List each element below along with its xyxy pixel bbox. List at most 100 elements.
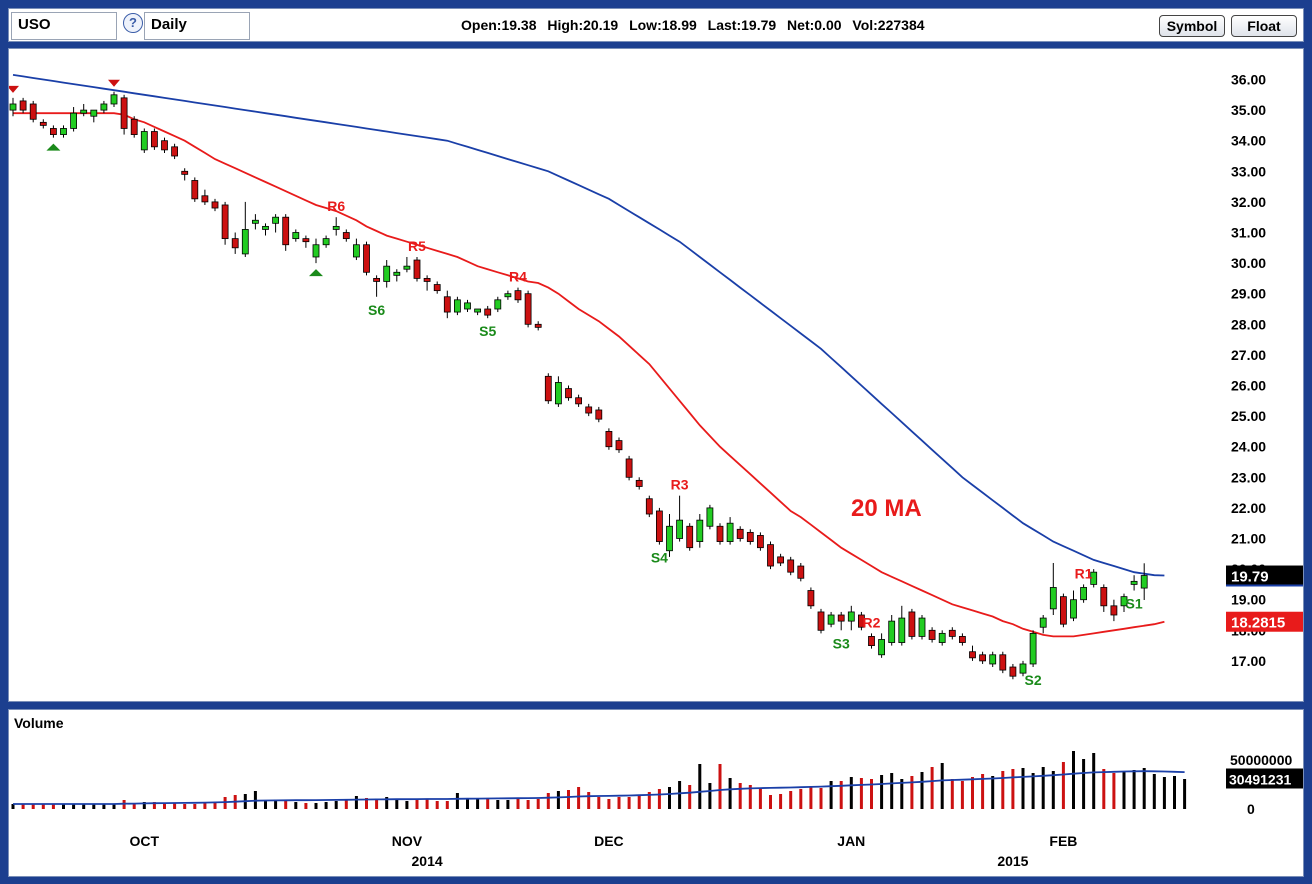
candle-body <box>938 632 946 643</box>
candle-body <box>140 131 148 151</box>
ma-price-label-bg <box>1226 611 1303 632</box>
volume-bar <box>375 799 379 809</box>
candle-body <box>676 519 683 539</box>
candle-body <box>959 636 966 643</box>
volume-bar <box>738 783 742 809</box>
volume-bar <box>264 801 267 809</box>
volume-bar <box>577 787 581 809</box>
volume-bar <box>981 774 985 809</box>
volume-bar <box>940 763 944 809</box>
volume-title: Volume <box>14 715 64 731</box>
volume-bar <box>880 775 884 809</box>
candle-body <box>827 614 835 625</box>
resistance-label: R3 <box>671 477 689 493</box>
volume-chart[interactable]: Volume 50000000 0 30491231 OCT NOV DEC JAN FEB 20… <box>9 710 1303 876</box>
price-tick-label: 25.00 <box>1231 408 1266 424</box>
candle-body <box>1140 575 1148 589</box>
symbol-input[interactable]: USO <box>11 12 117 40</box>
candle-body <box>858 614 865 628</box>
volume-bar <box>1021 768 1025 809</box>
candle-body <box>39 121 47 126</box>
candle-body <box>181 170 189 175</box>
pivot-low-arrow <box>46 143 61 151</box>
candle-body <box>837 614 845 622</box>
candle-body <box>423 277 431 282</box>
candle-body <box>464 302 471 310</box>
candle-body <box>161 140 168 151</box>
candle-body <box>403 265 411 270</box>
candle-body <box>373 277 381 282</box>
symbol-button[interactable]: Symbol <box>1159 15 1225 37</box>
candle-body <box>1080 587 1087 601</box>
resistance-label: R4 <box>509 269 527 285</box>
volume-bar <box>758 789 762 809</box>
volume-bar <box>971 777 974 809</box>
candle-body <box>1090 571 1098 585</box>
volume-bar <box>213 803 217 809</box>
open-value: Open:19.38 <box>461 17 537 33</box>
volume-bar <box>506 800 510 809</box>
candle-body <box>60 128 67 135</box>
pivot-high-arrow <box>9 85 19 93</box>
volume-panel[interactable]: Volume 50000000 0 30491231 OCT NOV DEC JAN FEB 20… <box>8 709 1304 877</box>
candle-body <box>50 128 57 135</box>
candle-body <box>433 284 441 292</box>
help-icon[interactable]: ? <box>123 13 143 33</box>
last-price-label-bg <box>1226 565 1303 586</box>
support-label: S1 <box>1126 596 1143 612</box>
candle-body <box>999 654 1007 671</box>
volume-bar <box>112 804 116 809</box>
candle-body <box>696 519 704 542</box>
volume-bar <box>1152 774 1156 809</box>
support-label: S6 <box>368 302 385 318</box>
period-select[interactable]: Daily <box>144 12 250 40</box>
volume-bar <box>1011 769 1015 809</box>
last-price-label: 19.79 <box>1231 569 1269 586</box>
volume-bar <box>1173 776 1176 809</box>
candle-body <box>221 204 229 240</box>
volume-bar <box>870 779 873 809</box>
volume-bar <box>769 795 772 809</box>
candle-body <box>989 654 997 665</box>
volume-bar <box>334 801 338 809</box>
price-tick-label: 36.00 <box>1231 72 1266 88</box>
volume-bar <box>526 800 530 809</box>
year-label: 2015 <box>997 853 1028 869</box>
volume-bar <box>435 801 439 809</box>
float-button[interactable]: Float <box>1231 15 1297 37</box>
price-tick-label: 17.00 <box>1231 653 1266 669</box>
candle-body <box>1100 587 1108 607</box>
candle-body <box>201 195 209 203</box>
candle-body <box>969 651 976 659</box>
volume-bar <box>203 803 207 809</box>
candle-body <box>1019 663 1027 674</box>
candle-body <box>504 293 512 298</box>
ma-price-label: 18.2815 <box>1231 615 1285 632</box>
volume-bar <box>567 790 570 809</box>
volume-bar <box>829 781 833 809</box>
volume-bar <box>486 799 490 809</box>
candle-body <box>191 180 199 200</box>
resistance-label: R1 <box>1075 565 1093 581</box>
last-value: Last:19.79 <box>707 17 777 33</box>
candle-body <box>150 131 158 148</box>
candle-body <box>585 406 593 414</box>
month-label: NOV <box>392 833 423 849</box>
candle-body <box>110 94 118 105</box>
volume-last-label-bg <box>1226 768 1303 789</box>
candle-body <box>130 118 138 135</box>
price-tick-label: 33.00 <box>1231 163 1266 179</box>
volume-tick-label: 0 <box>1247 801 1255 817</box>
volume-bar <box>900 779 904 809</box>
candle-body <box>645 498 653 515</box>
candle-body <box>787 559 795 573</box>
price-chart[interactable]: 36.00 35.00 34.00 33.00 32.00 31.00 30.00 29.00… <box>9 49 1303 701</box>
candle-body <box>534 323 542 328</box>
support-label: S3 <box>833 635 850 651</box>
volume-bar <box>11 804 15 809</box>
resistance-label: R6 <box>327 198 345 214</box>
volume-bar <box>698 764 702 809</box>
price-panel[interactable]: 36.00 35.00 34.00 33.00 32.00 31.00 30.00 29.00… <box>8 48 1304 702</box>
volume-bar <box>920 772 924 809</box>
volume-bar <box>72 804 76 809</box>
